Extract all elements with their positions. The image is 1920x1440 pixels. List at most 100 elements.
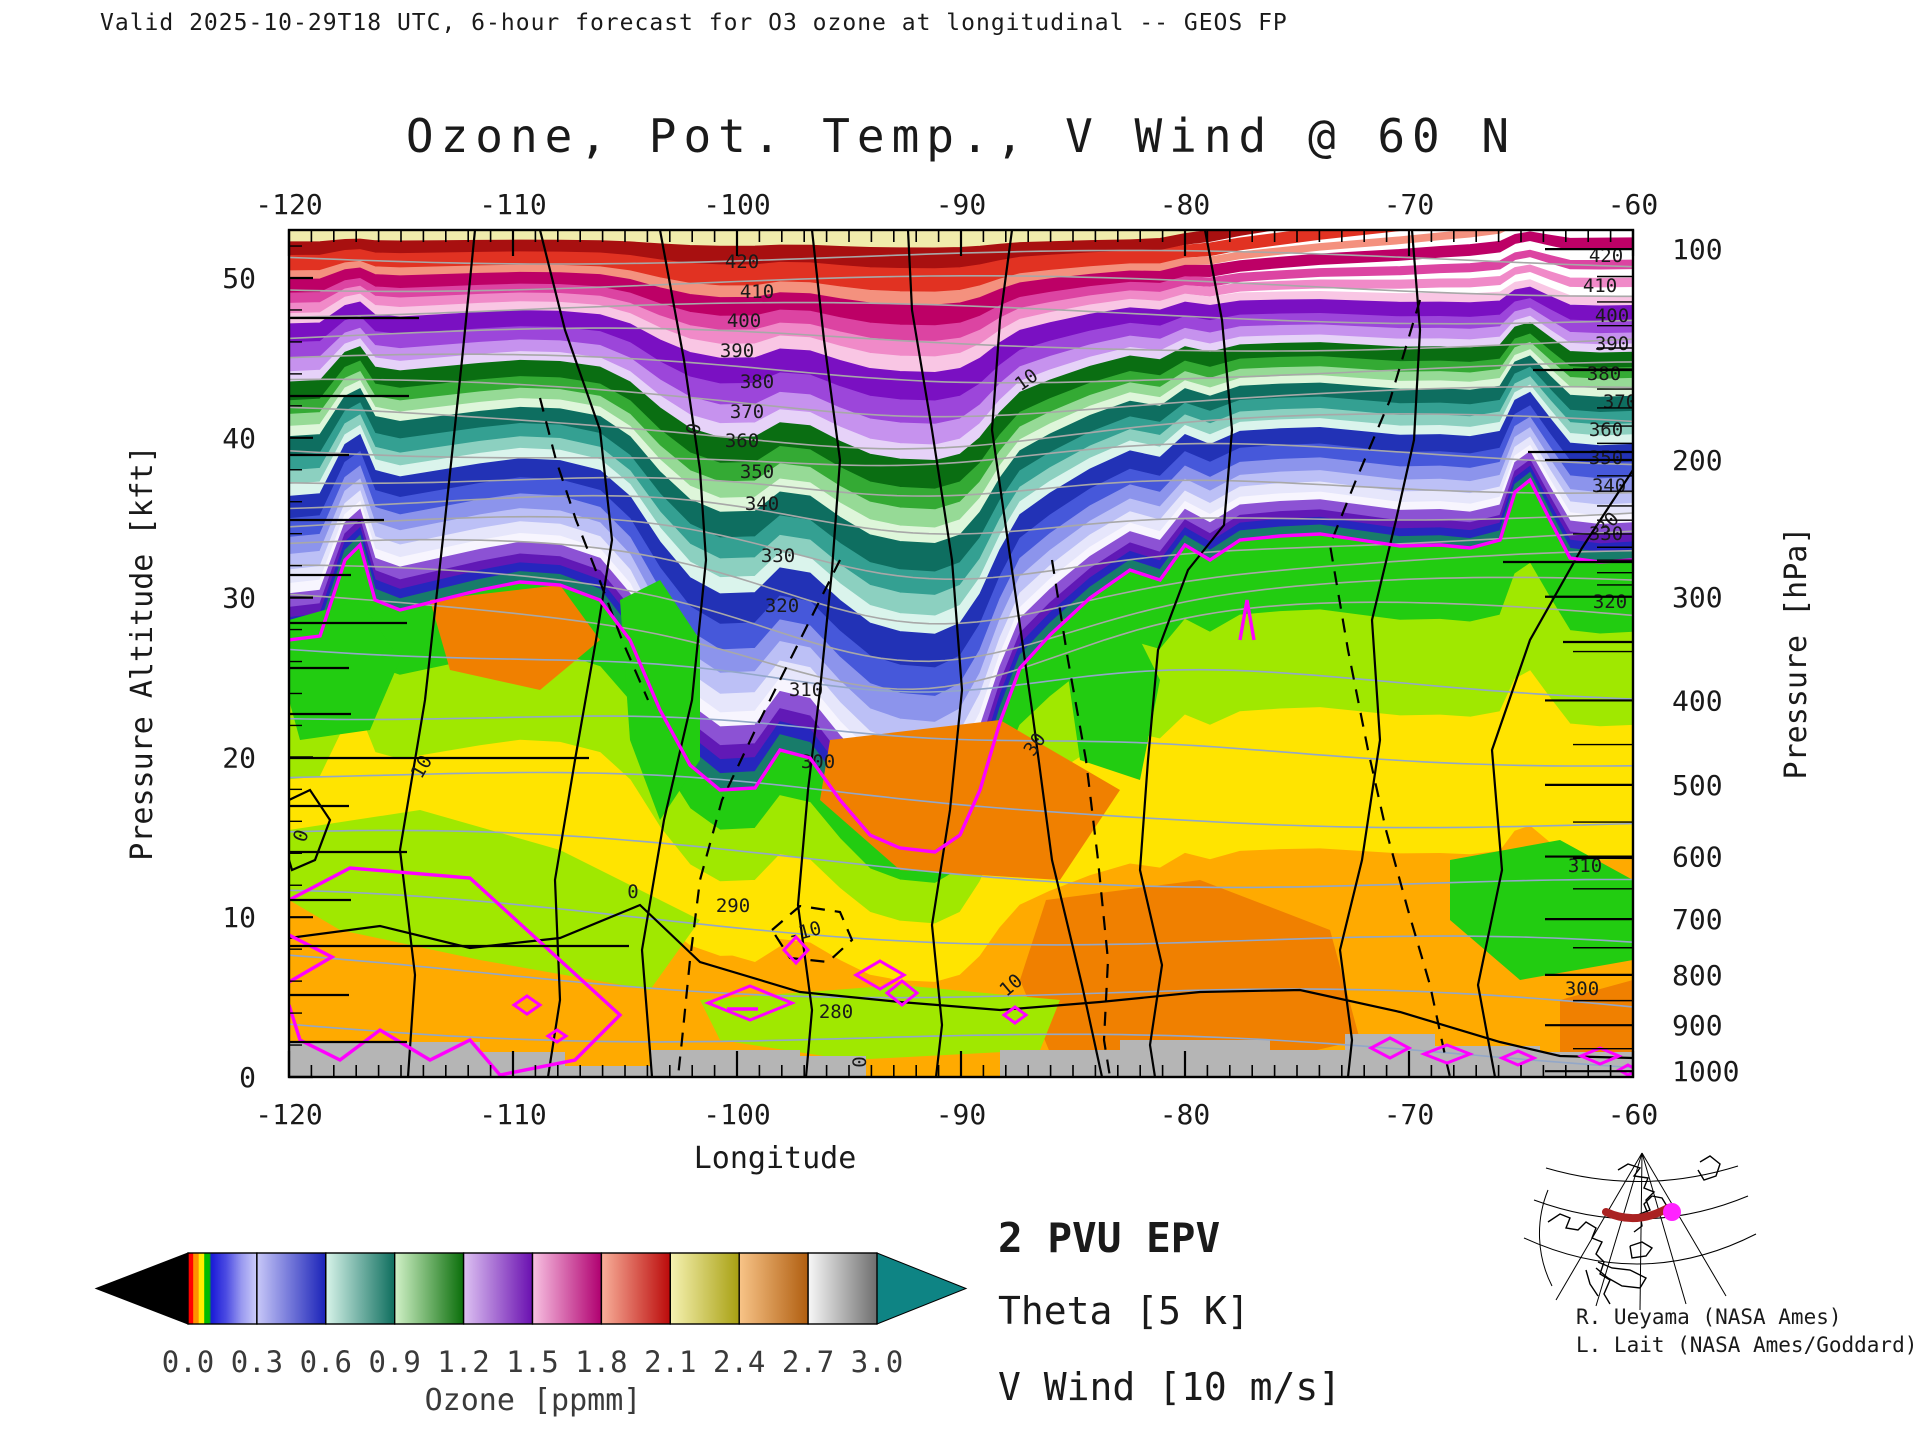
terrain-strip-7 (1270, 1050, 1345, 1077)
vwind-contour-3 (796, 230, 842, 1077)
theta-contour-label: 320 (1593, 591, 1627, 613)
vwind-contour-2 (640, 230, 708, 1077)
vwind-contour-7 (1338, 230, 1422, 1077)
vwind-contour-9 (289, 903, 1633, 1060)
colorbar-tick-label: 1.5 (506, 1345, 558, 1379)
theta-contour-label: 370 (730, 401, 764, 423)
pvu-blob-9 (1498, 1049, 1538, 1067)
colorbar-block-5 (531, 1252, 603, 1325)
pvu-extra-line-0 (289, 866, 623, 1077)
theta-contour-label: 360 (1589, 419, 1623, 441)
theta-contour-15 (289, 715, 1633, 767)
theta-contour-12 (289, 564, 1633, 663)
inset-map (1523, 1152, 1757, 1311)
theta-contour-label: 300 (1565, 978, 1599, 1000)
theta-contour-label: 310 (789, 679, 823, 701)
x-tick-label-top: -80 (1160, 188, 1211, 221)
colorbar-tick-label: 2.4 (713, 1345, 765, 1379)
theta-contour-label: 290 (716, 895, 750, 917)
y-right-tick-label: 200 (1672, 444, 1723, 477)
pvu-extra-line-3 (1238, 599, 1256, 641)
vwind-contour-label: 0 (849, 1056, 871, 1067)
y-right-tick-label: 300 (1672, 581, 1723, 614)
theta-contour-label: 380 (1587, 363, 1621, 385)
field-patch-10 (1060, 600, 1160, 780)
vwind-contour-0 (398, 230, 477, 1077)
field-patch-0 (430, 585, 600, 690)
colorbar-block-4 (462, 1252, 534, 1325)
theta-contour-label: 390 (720, 340, 754, 362)
y-right-tick-label: 800 (1672, 959, 1723, 992)
map-coastline-3 (1629, 1241, 1654, 1259)
y-right-tick-label: 600 (1672, 841, 1723, 874)
vwind-contour-label: 0 (682, 421, 706, 436)
field-patch-9 (620, 580, 700, 820)
colorbar-block-2 (325, 1252, 396, 1325)
theta-contour-label: 320 (765, 595, 799, 617)
theta-contour-19 (289, 954, 1633, 1008)
colorbar-tick-label: 2.7 (782, 1345, 834, 1379)
terrain-strip-3 (650, 1050, 800, 1077)
theta-contour-5 (289, 378, 1633, 418)
x-tick-label-bottom: -120 (255, 1098, 322, 1131)
plot-area: 420 410 400 390 380 370 360 350 340 330 320 310 300 2… (289, 230, 1633, 1077)
map-endpoint-marker (1663, 1203, 1681, 1221)
vwind-contour-5 (990, 230, 1104, 1077)
theta-contour-17 (289, 829, 1633, 889)
theta-contour-16 (289, 771, 1633, 829)
y-right-tick-label: 900 (1672, 1009, 1723, 1042)
validity-header: Valid 2025-10-29T18 UTC, 6-hour forecast… (100, 10, 1288, 36)
x-tick-label-bottom: -70 (1384, 1098, 1435, 1131)
theta-contour-label: 330 (761, 545, 795, 567)
x-axis-title: Longitude (694, 1141, 857, 1176)
theta-contour-label: 390 (1595, 333, 1629, 355)
map-graticule-3 (1641, 1152, 1687, 1305)
vwind-contour-8 (1476, 469, 1633, 1077)
map-cross-section-path (1602, 1204, 1672, 1223)
pvu-blob-4 (1001, 1005, 1029, 1025)
vwind-contour-negative-0 (676, 559, 841, 1077)
colorbar: 0.0 0.3 0.6 0.9 1.2 1.5 1.8 2.1 2.4 2.7 3.0 (94, 1252, 968, 1379)
colorbar-tick-label: 2.1 (644, 1345, 696, 1379)
theta-contour-label: 280 (819, 1001, 853, 1023)
pvu-blob-10 (1577, 1046, 1623, 1066)
x-tick-label-bottom: -100 (703, 1098, 770, 1131)
map-graticule-0 (1555, 1152, 1643, 1301)
pvu-blob-7 (1367, 1036, 1413, 1060)
pvu-blob-8 (1419, 1043, 1475, 1065)
field-patch-1 (820, 720, 1120, 880)
y-right-axis-title: Pressure [hPa] (1779, 527, 1814, 780)
terrain-strip-0 (289, 1042, 480, 1077)
colorbar-tick-label: 0.6 (300, 1345, 352, 1379)
field-patch-4 (720, 925, 782, 962)
colorbar-block-9 (807, 1252, 878, 1325)
map-coastline-4 (1595, 1261, 1647, 1289)
y-right-tick-label: 400 (1672, 684, 1723, 717)
pvu-tropopause-line (289, 477, 1633, 854)
x-tick-label-top: -100 (703, 188, 770, 221)
x-tick-label-bottom: -60 (1608, 1098, 1659, 1131)
colorbar-block-0 (187, 1252, 258, 1325)
theta-contour-9 (289, 494, 1633, 535)
theta-contour-label: 380 (740, 371, 774, 393)
theta-contour-label: 340 (745, 493, 779, 515)
x-tick-label-top: -60 (1608, 188, 1659, 221)
vwind-contour-negative-1 (1050, 559, 1112, 1077)
map-graticule-8 (1539, 1189, 1553, 1287)
theta-contour-7 (289, 442, 1633, 467)
x-tick-label-top: -110 (479, 188, 546, 221)
terrain-strip-2 (565, 1066, 650, 1077)
x-tick-label-top: -90 (936, 188, 987, 221)
terrain-strip-6 (1120, 1040, 1270, 1077)
credit-line-2: L. Lait (NASA Ames/Goddard) (1576, 1333, 1917, 1357)
map-coastline-6 (1585, 1269, 1599, 1297)
y-left-tick-label: 50 (222, 262, 256, 295)
theta-contour-label: 410 (740, 281, 774, 303)
colorbar-block-7 (669, 1252, 740, 1325)
pvu-blob-2 (884, 979, 920, 1007)
pvu-extra-line-1 (289, 933, 336, 984)
vwind-contour-4 (906, 230, 964, 1077)
map-graticule-2 (1639, 1152, 1643, 1311)
theta-contour-label: 310 (1568, 855, 1602, 877)
